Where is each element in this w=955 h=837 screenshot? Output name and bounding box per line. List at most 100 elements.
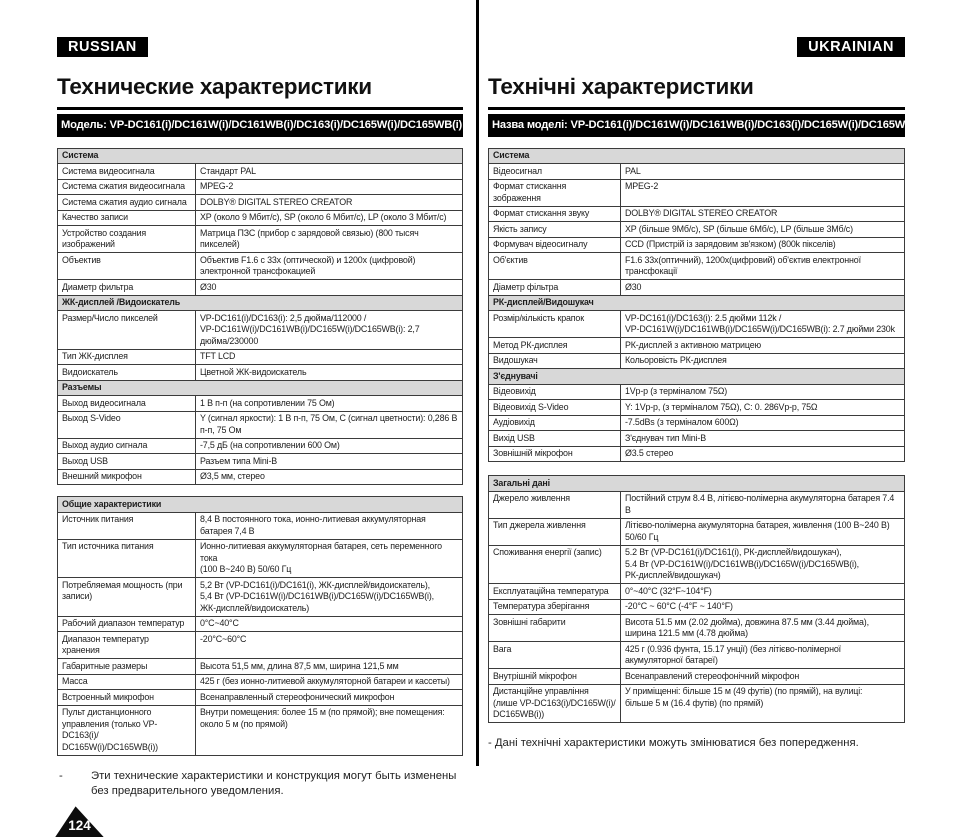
spec-row: Вихід USB З'єднувач тип Mini-B <box>488 430 905 447</box>
spec-label: Тип источника питания <box>57 538 196 579</box>
spec-label: Рабочий диапазон температур <box>57 615 196 633</box>
spec-row: Выход USB Разъем типа Mini-B <box>57 453 463 470</box>
spec-row: Встроенный микрофон Всенаправленный стере… <box>57 689 463 706</box>
spec-row: Система сжатия аудио сигнала DOLBY® DIGIT… <box>57 194 463 211</box>
section-title: З'єднувачі <box>488 368 905 385</box>
spec-row: Відеосигнал PAL <box>488 163 905 180</box>
spec-label: Выход видеосигнала <box>57 395 196 412</box>
spec-label: Потребляемая мощность (при записи) <box>57 577 196 617</box>
spec-row: Джерело живлення Постійний струм 8.4 В, л… <box>488 490 905 519</box>
spec-label: Система видеосигнала <box>57 163 196 180</box>
spec-row: Тип источника питания Ионно-литиевая акку… <box>57 538 463 579</box>
spec-row: Зовнішній мікрофон Ø3.5 стерео <box>488 445 905 463</box>
spec-label: Размер/Число пикселей <box>57 310 196 350</box>
specs-table-system-ru: Система Система видеосигнала Стандарт PAL С… <box>57 147 463 486</box>
spec-label: Розмір/кількість крапок <box>488 310 621 339</box>
spec-label: Встроенный микрофон <box>57 689 196 706</box>
spec-label: Выход аудио сигнала <box>57 437 196 455</box>
footnote-ukrainian: - Дані технічні характеристики можуть зм… <box>488 737 859 750</box>
spec-label: Объектив <box>57 252 196 281</box>
spec-row: Объектив Объектив F1.6 с 33x (оптической)… <box>57 252 463 281</box>
spec-value: VP-DC161(i)/DC163(i): 2,5 дюйма/112000 /… <box>195 310 463 350</box>
spec-label: Споживання енергії (запис) <box>488 544 621 585</box>
spec-row: Тип ЖК-дисплея TFT LCD <box>57 348 463 366</box>
spec-label: Тип джерела живлення <box>488 517 621 546</box>
section-title: Система <box>57 147 463 165</box>
spec-label: Метод РК-дисплея <box>488 337 621 354</box>
footnote-text: Эти технические характеристики и констру… <box>91 769 457 798</box>
spec-row: Розмір/кількість крапок VP-DC161(i)/DC163… <box>488 310 905 339</box>
spec-value: CCD (Пристрій із зарядовим зв'язком) (80… <box>620 236 905 254</box>
spec-row: Зовнішні габарити Висота 51.5 мм (2.02 дю… <box>488 614 905 643</box>
ukrainian-badge-row: UKRAINIAN <box>488 37 905 57</box>
spec-label: Система сжатия аудио сигнала <box>57 194 196 211</box>
spec-row: Система видеосигнала Стандарт PAL <box>57 163 463 180</box>
spec-value: Висота 51.5 мм (2.02 дюйма), довжина 87.… <box>620 614 905 643</box>
spec-value: З'єднувач тип Mini-B <box>620 430 905 447</box>
section-title: Разъемы <box>57 379 463 397</box>
specs-table-general-uk: Загальні дані Джерело живлення Постійний с… <box>488 475 905 724</box>
page-title-ukrainian: Технічні характеристики <box>488 74 754 99</box>
spec-row: Качество записи XP (около 9 Мбит/с), SP (… <box>57 209 463 227</box>
spec-value: Ø30 <box>195 279 463 296</box>
page-center-divider <box>476 0 479 766</box>
spec-row: Система сжатия видеосигнала MPEG-2 <box>57 178 463 196</box>
spec-row: Експлуатаційна температура 0°~40°C (32°F~… <box>488 583 905 600</box>
spec-row: Видоискатель Цветной ЖК-видоискатель <box>57 364 463 381</box>
page-title-russian: Технические характеристики <box>57 74 372 99</box>
spec-label: Зовнішні габарити <box>488 614 621 643</box>
spec-label: Внешний микрофон <box>57 468 196 486</box>
spec-label: Диапазон температур хранения <box>57 631 196 660</box>
spec-row: Видошукач Кольоровість РК-дисплея <box>488 352 905 370</box>
spec-value: Стандарт PAL <box>195 163 463 180</box>
spec-row: Температура зберігання -20°C ~ 60°C (-4°F… <box>488 598 905 616</box>
spec-value: У приміщенні: більше 15 м (49 футів) (по… <box>620 683 905 724</box>
spec-value: Літієво-полімерна акумуляторна батарея, … <box>620 517 905 546</box>
spec-value: Цветной ЖК-видоискатель <box>195 364 463 381</box>
spec-label: Видоискатель <box>57 364 196 381</box>
spec-row: Габаритные размеры Высота 51,5 мм, длина … <box>57 658 463 675</box>
spec-row: Об'єктив F1.6 33x(оптичний), 1200x(цифров… <box>488 252 905 281</box>
spec-row: Рабочий диапазон температур 0°C~40°C <box>57 615 463 633</box>
title-rule <box>57 107 463 110</box>
spec-label: Відеосигнал <box>488 163 621 180</box>
spec-value: Матрица ПЗС (прибор с зарядовой связью) … <box>195 225 463 254</box>
spec-value: MPEG-2 <box>195 178 463 196</box>
spec-row: Устройство создания изображений Матрица П… <box>57 225 463 254</box>
section-header-row: ЖК-дисплей /Видоискатель <box>57 294 463 312</box>
spec-row: Аудіовихід -7.5dBs (з терміналом 600Ω) <box>488 414 905 432</box>
spec-row: Відеовихід S-Video Y: 1Vp-p, (з термінало… <box>488 399 905 416</box>
specs-table-general-ru: Общие характеристики Источник питания 8,4 … <box>57 496 463 756</box>
spec-value: DOLBY® DIGITAL STEREO CREATOR <box>620 205 905 223</box>
spec-row: Источник питания 8,4 В постоянного тока, … <box>57 511 463 540</box>
russian-column: RUSSIAN Технические характеристики Модел… <box>55 0 463 837</box>
spec-row: Выход аудио сигнала -7,5 дБ (на сопротивл… <box>57 437 463 455</box>
spec-value: Постійний струм 8.4 В, літієво-полімерна… <box>620 490 905 519</box>
ukrainian-column: UKRAINIAN Технічні характеристики Назва … <box>488 0 905 752</box>
spec-value: Кольоровість РК-дисплея <box>620 352 905 370</box>
spec-row: Выход S-Video Y (сигнал яркости): 1 В п-п… <box>57 410 463 439</box>
spec-label: Формат стискання звуку <box>488 205 621 223</box>
spec-value: Ø30 <box>620 279 905 296</box>
spec-label: Вихід USB <box>488 430 621 447</box>
spec-value: PAL <box>620 163 905 180</box>
spec-value: Внутри помещения: более 15 м (по прямой)… <box>195 704 463 756</box>
spec-label: Експлуатаційна температура <box>488 583 621 600</box>
spec-value: Ø3,5 мм, стерео <box>195 468 463 486</box>
spec-label: Габаритные размеры <box>57 658 196 675</box>
spec-value: 0°~40°C (32°F~104°F) <box>620 583 905 600</box>
spec-value: Объектив F1.6 с 33x (оптической) и 1200x… <box>195 252 463 281</box>
spec-row: Диапазон температур хранения -20°C~60°C <box>57 631 463 660</box>
spec-label: Відеовихід S-Video <box>488 399 621 416</box>
spec-value: Y: 1Vp-p, (з терміналом 75Ω), C: 0. 286V… <box>620 399 905 416</box>
model-bar-ukrainian: Назва моделі: VP-DC161(i)/DC161W(i)/DC16… <box>488 114 905 137</box>
spec-label: Формувач відеосигналу <box>488 236 621 254</box>
spec-row: Формувач відеосигналу CCD (Пристрій із за… <box>488 236 905 254</box>
spec-row: Масса 425 г (без ионно-литиевой аккумулят… <box>57 673 463 691</box>
spec-label: Система сжатия видеосигнала <box>57 178 196 196</box>
spec-label: Діаметр фільтра <box>488 279 621 296</box>
spec-row: Відеовихід 1Vp-p (з терміналом 75Ω) <box>488 383 905 401</box>
section-header-row: Загальні дані <box>488 475 905 492</box>
spec-value: 8,4 В постоянного тока, ионно-литиевая а… <box>195 511 463 540</box>
spec-row: Метод РК-дисплея РК-дисплей з активною ма… <box>488 337 905 354</box>
